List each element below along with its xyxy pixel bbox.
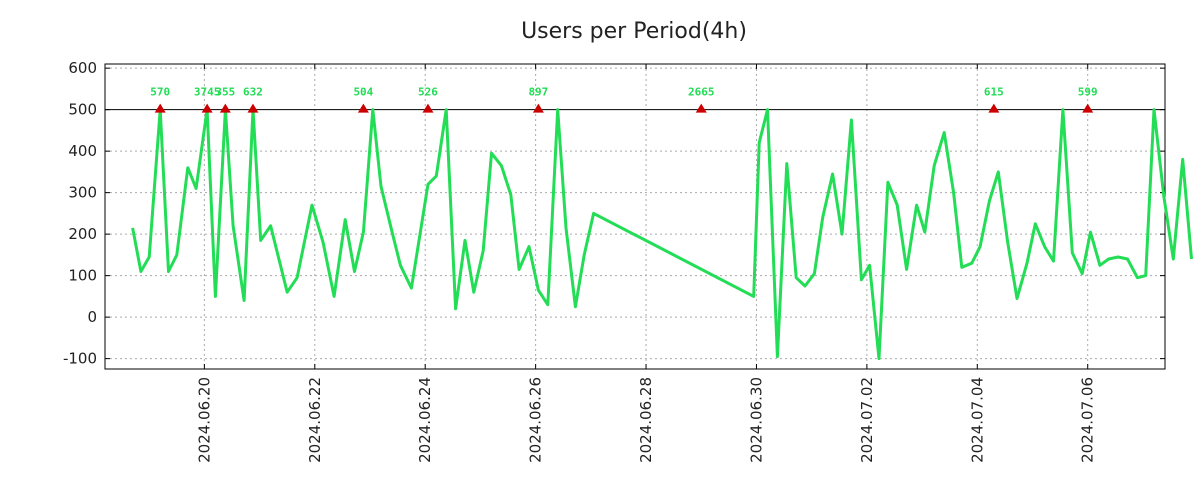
peak-marker [422, 103, 434, 113]
peak-label: 504 [353, 86, 373, 99]
plot-area [104, 63, 1166, 370]
peak-label: 632 [243, 86, 263, 99]
peak-marker [695, 103, 707, 113]
peak-marker [532, 103, 544, 113]
peak-label: 570 [150, 86, 170, 99]
peak-marker [1082, 103, 1094, 113]
axes: 600 500 400 300 200 100 0 -100 2024.06.20 2024.06… [63, 59, 1165, 463]
x-tick-label: 2024.06.26 [527, 377, 545, 463]
peak-marker [357, 103, 369, 113]
peak-label: 615 [984, 86, 1004, 99]
x-tick-label: 2024.06.20 [195, 377, 213, 463]
peak-marker [154, 103, 166, 113]
peak-marker [247, 103, 259, 113]
y-tick-label: -100 [63, 350, 97, 368]
y-tick-label: 400 [68, 142, 97, 160]
x-tick-label: 2024.07.02 [858, 377, 876, 463]
chart-title: Users per Period(4h) [521, 19, 747, 44]
y-tick-label: 600 [68, 59, 97, 77]
y-tick-label: 500 [68, 101, 97, 119]
peak-label: 599 [1078, 86, 1098, 99]
peak-label: 355 [215, 86, 235, 99]
y-tick-label: 200 [68, 225, 97, 243]
peak-marker [988, 103, 1000, 113]
peak-label: 526 [418, 86, 438, 99]
x-tick-label: 2024.06.30 [747, 377, 765, 463]
x-tick-label: 2024.06.22 [306, 377, 324, 463]
peak-label: 3745 [194, 86, 221, 99]
peak-label: 897 [528, 86, 548, 99]
peak-marker [219, 103, 231, 113]
peak-label: 2665 [688, 86, 715, 99]
x-tick-label: 2024.06.28 [637, 377, 655, 463]
x-tick-label: 2024.07.04 [968, 377, 986, 463]
x-tick-label: 2024.06.24 [416, 377, 434, 463]
y-tick-label: 0 [87, 308, 97, 326]
users-series-line [131, 108, 1193, 361]
y-tick-label: 100 [68, 267, 97, 285]
y-tick-label: 300 [68, 184, 97, 202]
peak-marker [201, 103, 213, 113]
x-tick-label: 2024.07.06 [1079, 377, 1097, 463]
